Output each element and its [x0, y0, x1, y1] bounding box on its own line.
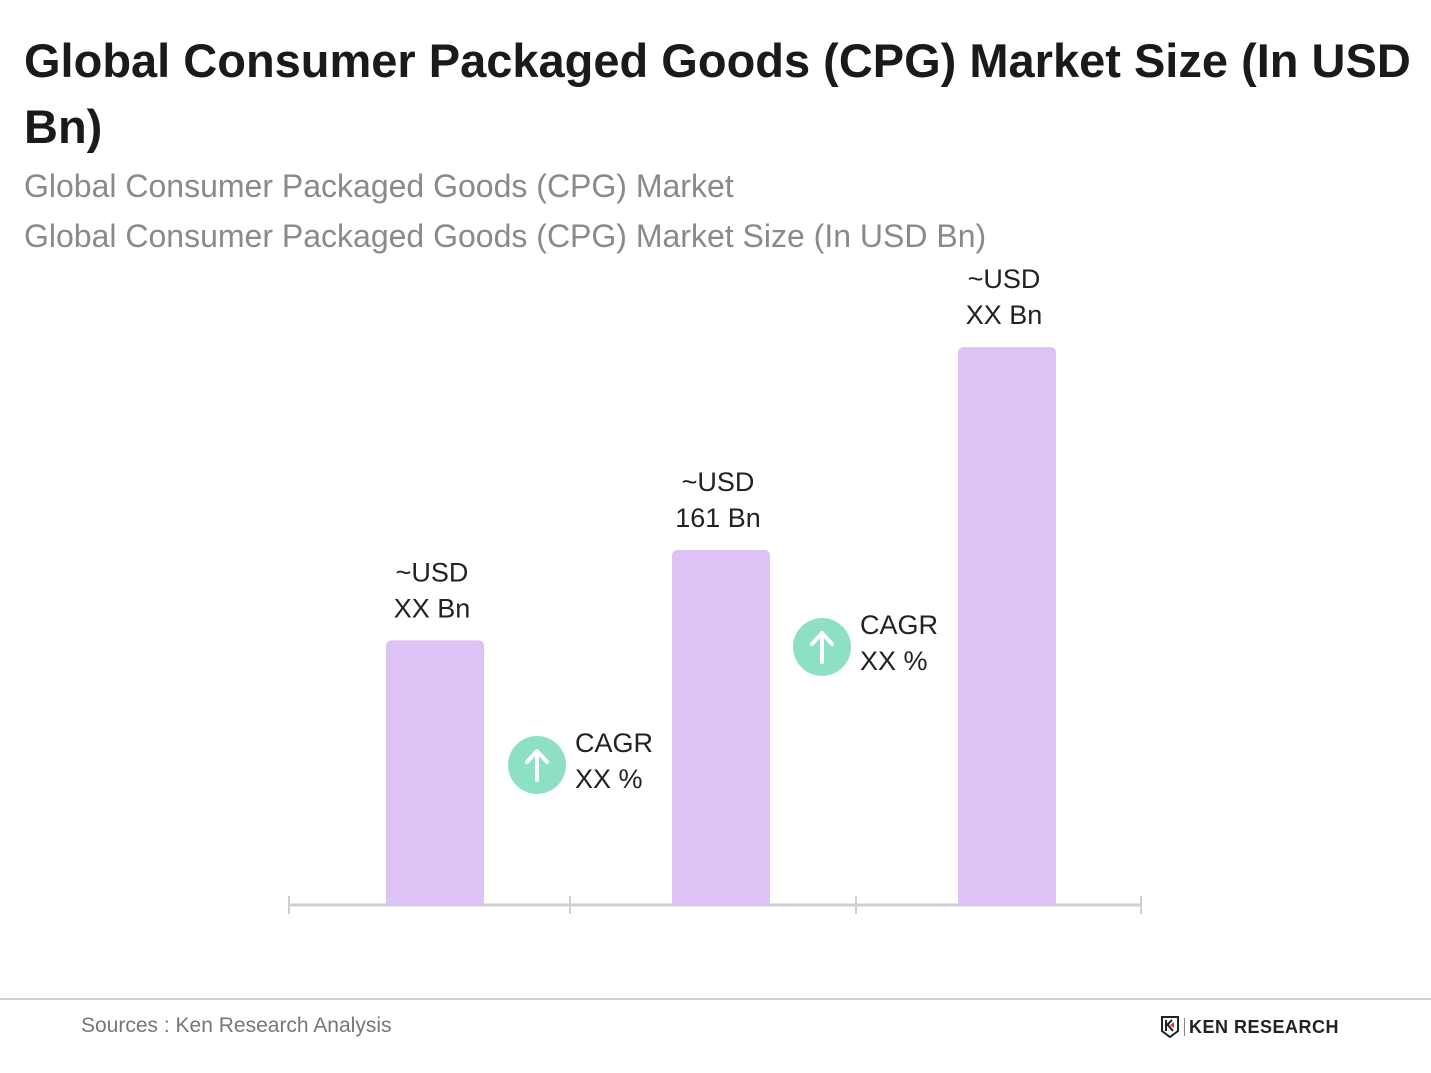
- subtitle-2: Global Consumer Packaged Goods (CPG) Mar…: [24, 218, 987, 254]
- data-label: ~USD: [396, 557, 469, 587]
- bar: [958, 347, 1056, 906]
- source-note: Sources : Ken Research Analysis: [81, 1014, 392, 1037]
- bar-chart: ~USD XX Bn ~USD 161 Bn ~USD XX Bn CAGR XX % CAGR…: [288, 264, 1142, 914]
- data-label: 161 Bn: [675, 503, 761, 533]
- cagr-label: CAGR: [860, 610, 938, 640]
- data-label: ~USD: [682, 467, 755, 497]
- arrow-up-icon: [525, 749, 549, 782]
- bar: [672, 550, 770, 905]
- cagr-label: CAGR: [575, 728, 653, 758]
- ken-research-logo: KEN RESEARCH: [1160, 1016, 1339, 1038]
- data-label: ~USD: [968, 264, 1041, 294]
- data-label: XX Bn: [394, 593, 471, 623]
- chart-title: Global Consumer Packaged Goods (CPG) Mar…: [24, 34, 1411, 153]
- cagr-label: XX %: [860, 646, 928, 676]
- logo-text: KEN RESEARCH: [1189, 1016, 1340, 1037]
- bar: [386, 640, 484, 905]
- ken-logo-icon: [1161, 1016, 1179, 1038]
- data-label: XX Bn: [966, 300, 1043, 330]
- footer-divider: [0, 998, 1431, 1000]
- subtitle-1: Global Consumer Packaged Goods (CPG) Mar…: [24, 168, 734, 204]
- cagr-label: XX %: [575, 764, 643, 794]
- arrow-up-icon: [810, 631, 834, 664]
